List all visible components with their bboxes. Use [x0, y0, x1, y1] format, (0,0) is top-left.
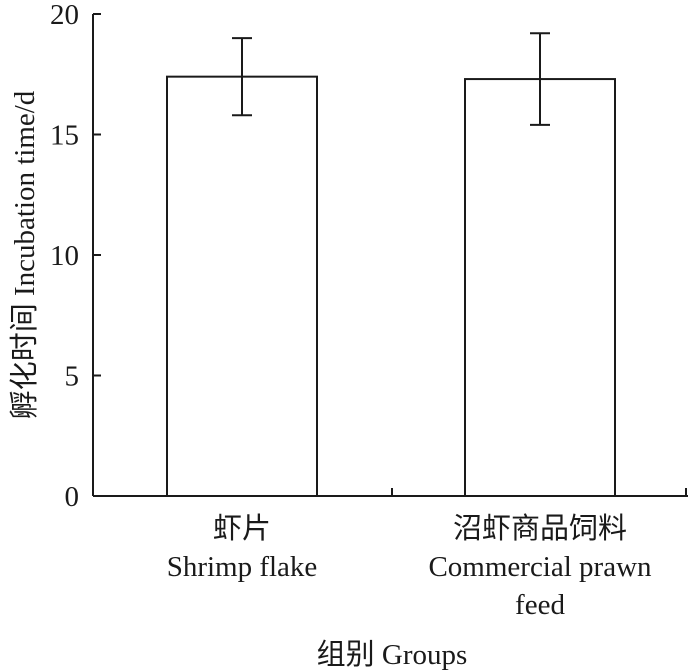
category-label-1-line-3: feed — [515, 589, 565, 621]
bar-1 — [464, 78, 616, 497]
y-tick-label-2: 10 — [50, 240, 79, 272]
bar-0 — [166, 75, 318, 497]
y-tick-label-1: 5 — [65, 361, 80, 393]
category-label-1-line-1: 沼虾商品饲料 — [453, 512, 627, 545]
y-axis-title: 孵化时间 Incubation time/d — [8, 90, 41, 419]
plot-area: 0 5 10 15 20 虾片 Shrimp flake 沼虾商品饲料 Commercial p… — [50, 0, 688, 621]
category-label-0-line-2: Shrimp flake — [167, 551, 318, 583]
x-axis-title: 组别 Groups — [317, 638, 468, 671]
category-label-0-line-1: 虾片 — [213, 512, 271, 545]
category-label-1-line-2: Commercial prawn — [428, 551, 652, 583]
y-tick-label-4: 20 — [50, 0, 79, 31]
y-tick-label-3: 15 — [50, 120, 79, 152]
y-tick-label-0: 0 — [65, 481, 80, 513]
